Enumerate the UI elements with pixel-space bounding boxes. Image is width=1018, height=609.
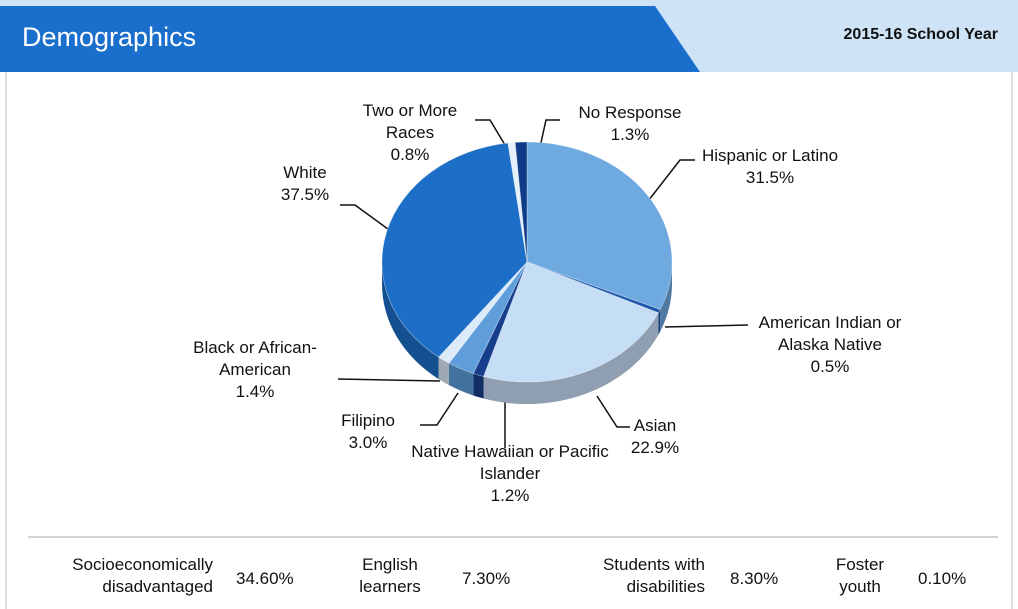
label-value: 22.9% bbox=[630, 438, 680, 457]
slice-side bbox=[483, 312, 659, 404]
label-value: 31.5% bbox=[745, 168, 795, 187]
slice bbox=[514, 141, 528, 263]
slice bbox=[507, 141, 528, 263]
slice-label: Hispanic or Latino 31.5% bbox=[640, 145, 900, 189]
label-value: 37.5% bbox=[280, 185, 330, 204]
slice-label: Black or African-American 1.4% bbox=[170, 337, 340, 403]
header-band bbox=[0, 6, 700, 72]
subtitle: 2015-16 School Year bbox=[844, 26, 998, 43]
slice bbox=[526, 141, 673, 310]
slice-label: No Response 1.3% bbox=[555, 102, 705, 146]
slice-side bbox=[438, 357, 449, 386]
slice bbox=[448, 261, 528, 374]
leader-lines bbox=[337, 119, 749, 448]
slice-label: American Indian or Alaska Native 0.5% bbox=[745, 312, 915, 378]
slice bbox=[472, 261, 528, 377]
stat-label: Socioeconomically disadvantaged bbox=[72, 555, 213, 596]
stat-label: Foster youth bbox=[835, 555, 885, 596]
label-name: Filipino bbox=[341, 411, 395, 430]
label-name: White bbox=[283, 163, 327, 182]
slice-side bbox=[382, 262, 439, 380]
stat-label: English learners bbox=[359, 555, 421, 596]
label-name: Hispanic or Latino bbox=[701, 146, 839, 165]
slice-label: White 37.5% bbox=[250, 162, 360, 206]
label-name: American Indian or Alaska Native bbox=[758, 313, 902, 354]
slice-label: Asian 22.9% bbox=[605, 415, 705, 459]
slice bbox=[483, 261, 659, 383]
slice-label: Filipino 3.0% bbox=[318, 410, 418, 454]
slice bbox=[381, 142, 528, 358]
label-value: 1.3% bbox=[610, 125, 650, 144]
slice-label: Native Hawaiian or Pacific Islander 1.2% bbox=[410, 441, 610, 507]
label-name: Asian bbox=[633, 416, 677, 435]
label-name: Black or African-American bbox=[193, 338, 317, 379]
label-name: No Response bbox=[578, 103, 682, 122]
label-value: 0.8% bbox=[390, 145, 430, 164]
slice-side bbox=[473, 373, 484, 399]
slice-side bbox=[658, 309, 661, 335]
stat-value: 7.30% bbox=[462, 569, 511, 588]
label-value: 0.5% bbox=[810, 357, 850, 376]
label-name: Two or More Races bbox=[362, 101, 458, 142]
label-value: 1.2% bbox=[490, 486, 530, 505]
slice bbox=[526, 261, 661, 314]
title: Demographics bbox=[22, 22, 196, 52]
stat-label: Students with disabilities bbox=[602, 555, 705, 596]
slice bbox=[437, 261, 528, 364]
pie bbox=[381, 141, 673, 404]
stat-value: 8.30% bbox=[730, 569, 779, 588]
label-value: 3.0% bbox=[348, 433, 388, 452]
label-value: 1.4% bbox=[235, 382, 275, 401]
stat-value: 34.60% bbox=[236, 569, 294, 588]
slice-side bbox=[448, 363, 474, 396]
slice-label: Two or More Races 0.8% bbox=[345, 100, 475, 166]
label-name: Native Hawaiian or Pacific Islander bbox=[411, 442, 609, 483]
slice-side bbox=[660, 262, 672, 332]
stat-value: 0.10% bbox=[918, 569, 967, 588]
